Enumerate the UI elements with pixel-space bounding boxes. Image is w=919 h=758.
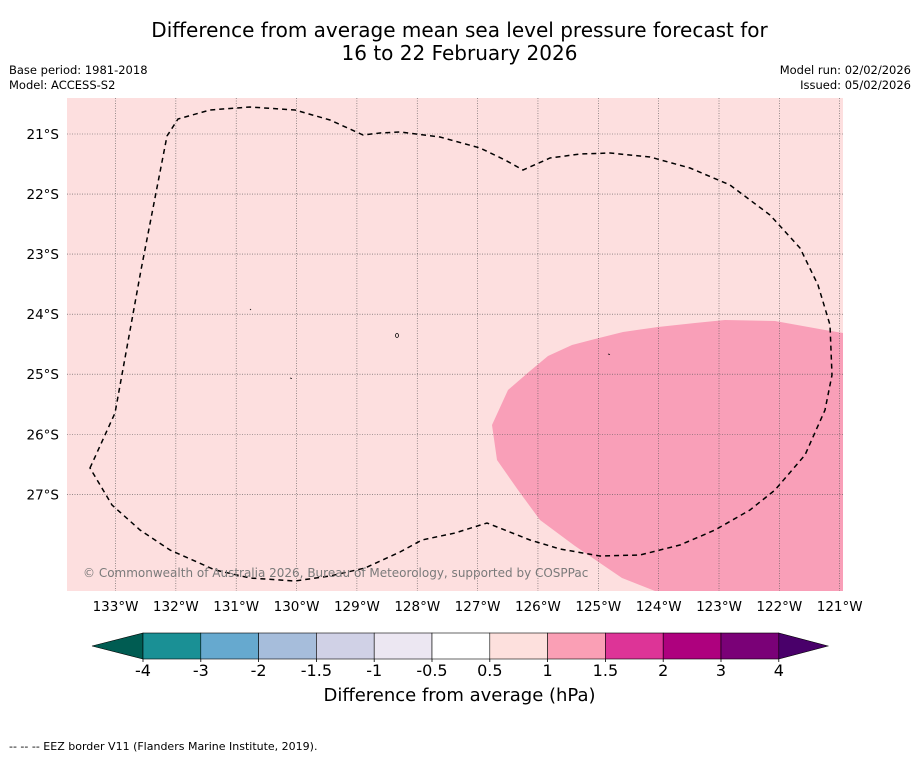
colorbar-segment: [142, 632, 202, 660]
island-marker: [289, 377, 293, 379]
eez-footnote: -- -- -- EEZ border V11 (Flanders Marine…: [9, 740, 318, 753]
colorbar-tick-label: -1.5: [301, 661, 332, 680]
colorbar-tick-label: 0.5: [477, 661, 502, 680]
latitude-labels: 21°S 22°S 23°S 24°S 25°S 26°S 27°S: [27, 127, 60, 503]
lon-label: 122°W: [756, 599, 802, 615]
colorbar: -4 -3 -2 -1.5 -1 -0.5 0.5 1 1.5 2 3 4: [91, 632, 830, 680]
eez-border-line: [89, 106, 833, 582]
model-run: Model run: 02/02/2026: [779, 63, 911, 77]
colorbar-tick-label: 4: [774, 661, 784, 680]
colorbar-tick-label: -0.5: [416, 661, 447, 680]
lon-label: 126°W: [515, 599, 561, 615]
colorbar-tick-label: -2: [251, 661, 267, 680]
lat-label: 24°S: [27, 307, 60, 323]
lon-label: 124°W: [636, 599, 682, 615]
anomaly-region-1-to-1.5: [492, 320, 843, 591]
colorbar-segment: [720, 632, 780, 660]
lat-label: 26°S: [27, 427, 60, 443]
meta-right: Model run: 02/02/2026 Issued: 05/02/2026: [780, 63, 911, 93]
lat-label: 25°S: [27, 367, 60, 383]
colorbar-tick-label: 1: [543, 661, 553, 680]
chart-title-line1: Difference from average mean sea level p…: [151, 18, 768, 42]
lon-label: 133°W: [93, 599, 139, 615]
colorbar-tick-label: -1: [366, 661, 382, 680]
colorbar-segment: [662, 632, 722, 660]
island-marker: [395, 333, 399, 338]
lon-label: 127°W: [455, 599, 501, 615]
lat-label: 21°S: [27, 127, 60, 143]
colorbar-segment: [489, 632, 548, 660]
colorbar-tick-label: -4: [135, 661, 151, 680]
island-marker: [249, 308, 252, 311]
lon-label: 123°W: [696, 599, 742, 615]
colorbar-segment: [200, 632, 259, 660]
lat-label: 23°S: [27, 247, 60, 263]
copyright-text: © Commonwealth of Australia 2026, Bureau…: [83, 566, 588, 580]
lon-label: 130°W: [274, 599, 320, 615]
colorbar-tick-label: 2: [658, 661, 668, 680]
lon-label: 125°W: [575, 599, 621, 615]
colorbar-tick-label: -3: [193, 661, 209, 680]
gridlines: [67, 98, 843, 591]
lon-label: 129°W: [334, 599, 380, 615]
colorbar-extend-low: [91, 632, 144, 660]
colorbar-tick-label: 1.5: [593, 661, 618, 680]
colorbar-segment: [316, 632, 375, 660]
lon-label: 128°W: [394, 599, 440, 615]
model-name: Model: ACCESS-S2: [9, 78, 116, 92]
colorbar-segment: [373, 632, 433, 660]
colorbar-segment: [431, 632, 491, 660]
chart-title-line2: 16 to 22 February 2026: [341, 41, 578, 65]
lon-label: 132°W: [153, 599, 199, 615]
island-features: [249, 308, 611, 379]
colorbar-segment: [605, 632, 664, 660]
issued-date: Issued: 05/02/2026: [800, 78, 911, 92]
lon-label: 131°W: [213, 599, 259, 615]
lat-label: 27°S: [27, 487, 60, 503]
longitude-labels: 133°W 132°W 131°W 130°W 129°W 128°W 127°W 126°W…: [93, 599, 863, 615]
colorbar-extend-high: [778, 632, 830, 660]
lat-label: 22°S: [27, 187, 60, 203]
lon-label: 121°W: [817, 599, 863, 615]
colorbar-segment: [258, 632, 317, 660]
island-marker: [607, 353, 611, 355]
colorbar-segment: [547, 632, 606, 660]
colorbar-tick-label: 3: [716, 661, 726, 680]
base-period: Base period: 1981-2018: [9, 63, 148, 77]
colorbar-label: Difference from average (hPa): [323, 685, 596, 706]
meta-left: Base period: 1981-2018 Model: ACCESS-S2: [9, 63, 148, 93]
